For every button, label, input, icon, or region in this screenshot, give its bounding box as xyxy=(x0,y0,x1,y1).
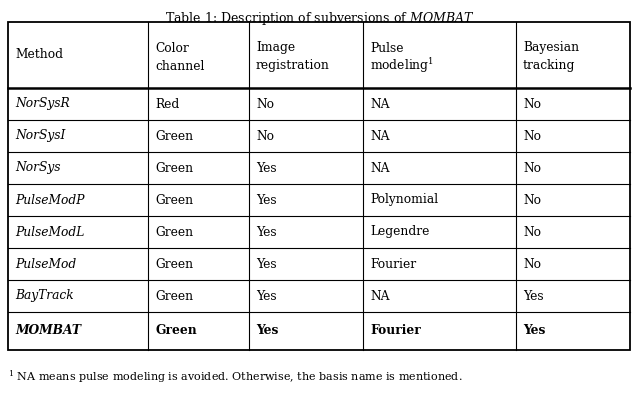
Text: NorSysI: NorSysI xyxy=(15,129,65,143)
Text: Green: Green xyxy=(155,129,193,143)
Text: Green: Green xyxy=(155,324,196,337)
Text: NorSysR: NorSysR xyxy=(15,97,70,110)
Text: No: No xyxy=(523,97,541,110)
Text: No: No xyxy=(256,97,274,110)
Text: tracking: tracking xyxy=(523,59,575,72)
Text: NA: NA xyxy=(370,129,390,143)
Text: $^{1}$ NA means pulse modeling is avoided. Otherwise, the basis name is mentione: $^{1}$ NA means pulse modeling is avoide… xyxy=(8,368,463,385)
Text: No: No xyxy=(523,162,541,175)
Text: Green: Green xyxy=(155,225,193,238)
Text: registration: registration xyxy=(256,59,330,72)
Text: PulseMod: PulseMod xyxy=(15,257,76,270)
Text: Legendre: Legendre xyxy=(370,225,429,238)
Text: channel: channel xyxy=(155,59,204,72)
Text: Bayesian: Bayesian xyxy=(523,42,579,55)
Text: PulseModL: PulseModL xyxy=(15,225,84,238)
Text: PulseModP: PulseModP xyxy=(15,194,84,206)
Text: Fourier: Fourier xyxy=(370,324,420,337)
Text: Polynomial: Polynomial xyxy=(370,194,438,206)
Text: No: No xyxy=(523,194,541,206)
Text: NA: NA xyxy=(370,289,390,303)
Text: Table 1: Description of subversions of $\mathit{MOMBAT}$: Table 1: Description of subversions of $… xyxy=(165,10,475,27)
Text: Yes: Yes xyxy=(523,324,545,337)
Text: Yes: Yes xyxy=(256,194,276,206)
Text: Method: Method xyxy=(15,48,63,61)
Text: Yes: Yes xyxy=(523,289,543,303)
Text: BayTrack: BayTrack xyxy=(15,289,74,303)
Text: Color: Color xyxy=(155,42,189,55)
Text: Red: Red xyxy=(155,97,179,110)
Bar xyxy=(8,22,630,350)
Text: Green: Green xyxy=(155,194,193,206)
Text: Fourier: Fourier xyxy=(370,257,416,270)
Text: Pulse: Pulse xyxy=(370,42,403,55)
Text: Green: Green xyxy=(155,162,193,175)
Text: Green: Green xyxy=(155,289,193,303)
Text: NA: NA xyxy=(370,97,390,110)
Text: Yes: Yes xyxy=(256,225,276,238)
Text: Yes: Yes xyxy=(256,289,276,303)
Text: modeling$^{1}$: modeling$^{1}$ xyxy=(370,57,434,76)
Text: Green: Green xyxy=(155,257,193,270)
Text: No: No xyxy=(256,129,274,143)
Text: Yes: Yes xyxy=(256,257,276,270)
Text: No: No xyxy=(523,257,541,270)
Text: No: No xyxy=(523,225,541,238)
Text: No: No xyxy=(523,129,541,143)
Text: NA: NA xyxy=(370,162,390,175)
Text: Yes: Yes xyxy=(256,324,278,337)
Text: Yes: Yes xyxy=(256,162,276,175)
Text: NorSys: NorSys xyxy=(15,162,61,175)
Text: MOMBAT: MOMBAT xyxy=(15,324,81,337)
Text: Image: Image xyxy=(256,42,295,55)
